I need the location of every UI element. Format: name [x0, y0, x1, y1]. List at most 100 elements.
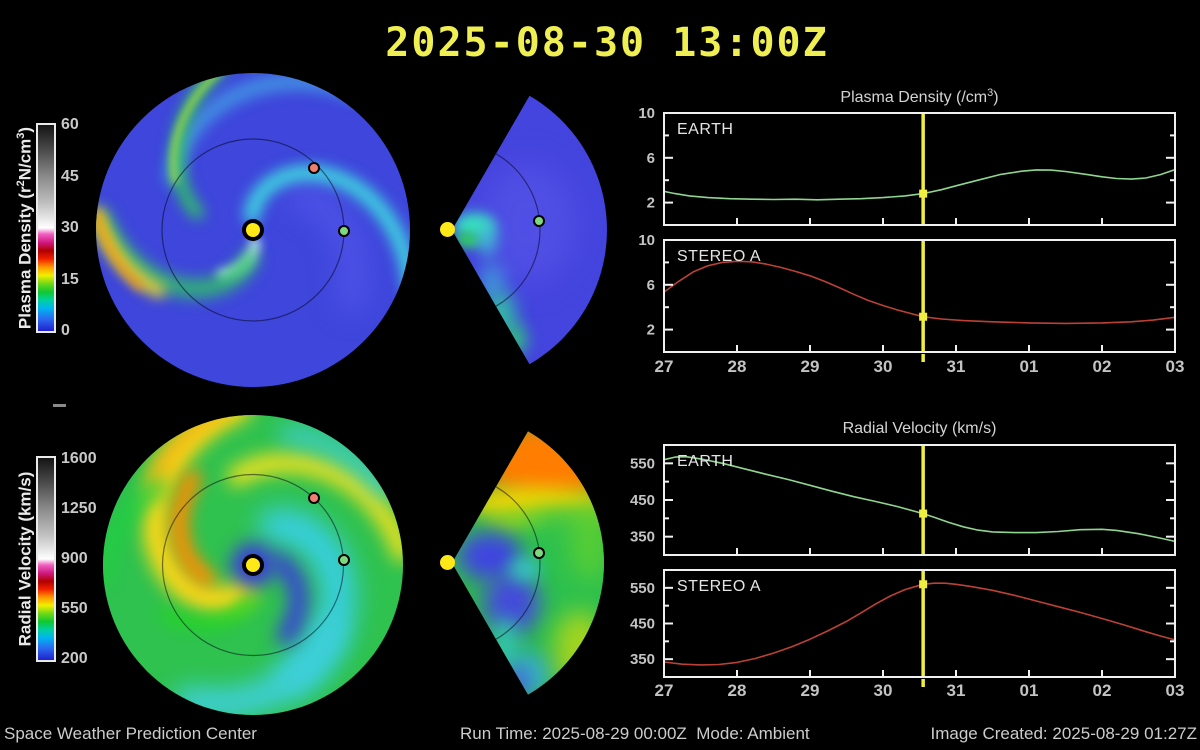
earth-marker	[338, 554, 350, 566]
stray-dash	[53, 404, 66, 407]
density-colorbar-label-text: )	[15, 126, 35, 133]
x-tick-label: 27	[655, 357, 674, 376]
x-tick-label: 02	[1093, 681, 1112, 700]
x-ticks	[663, 218, 1176, 225]
station-label: EARTH	[677, 121, 733, 138]
velocity-meridional-map	[440, 421, 615, 705]
x-tick-label: 29	[801, 681, 820, 700]
y-ticks: 2 6 10	[638, 232, 1175, 353]
x-tick-label: 01	[1020, 357, 1039, 376]
y-tick-label: 450	[630, 492, 655, 509]
velocity-polar-map	[103, 415, 403, 715]
station-label: STEREO A	[677, 578, 761, 595]
density-colorbar-tick-label: 60	[61, 116, 79, 133]
chart-title: Plasma Density (/cm3)	[840, 87, 998, 106]
sun-icon	[440, 222, 455, 237]
sun-icon	[440, 555, 455, 570]
velocity-colorbar-tick-label: 1600	[61, 450, 97, 467]
x-ticks	[663, 670, 1176, 677]
density-polar-map-svg	[96, 73, 410, 322]
earth-marker	[534, 216, 544, 226]
density-polar-map	[96, 73, 410, 387]
panel-earth: 2 6 10 EARTH	[638, 105, 1176, 226]
velocity-colorbar-label: Radial Velocity (km/s)	[10, 453, 35, 665]
velocity-colorbar-label-text: Radial Velocity (km/s)	[15, 471, 35, 647]
y-ticks: 350 450 550	[630, 444, 1175, 556]
solar-wind-stream	[96, 210, 144, 291]
solar-wind-stream	[142, 415, 257, 613]
cursor-marker	[919, 312, 928, 321]
y-tick-label: 350	[630, 651, 655, 668]
stereo-a-marker	[308, 162, 320, 174]
y-tick-label: 2	[647, 195, 655, 212]
velocity-meridional-map-svg	[440, 421, 615, 705]
y-tick-label: 10	[638, 232, 655, 249]
plasma-blob	[554, 611, 606, 691]
x-tick-label: 30	[874, 357, 893, 376]
y-tick-label: 2	[647, 322, 655, 339]
x-tick-label: 31	[947, 681, 966, 700]
density-colorbar-tick-label: 45	[61, 167, 79, 185]
solar-wind-stream	[96, 209, 259, 297]
plot-frame	[663, 112, 1176, 226]
footer-image-created: Image Created: 2025-08-29 01:27Z	[930, 724, 1197, 743]
density-colorbar-label-sup: 3	[15, 132, 27, 139]
x-tick-label: 27	[655, 681, 674, 700]
earth-marker	[338, 225, 350, 237]
density-colorbar-label-text: Plasma Density (r	[15, 186, 35, 330]
orbit-arc	[496, 154, 540, 306]
plasma-blob	[477, 220, 497, 256]
x-tick-label: 30	[874, 681, 893, 700]
y-ticks: 350 450 550	[630, 569, 1175, 678]
density-timeseries: Plasma Density (/cm3) 2 6 10 EARTH 2 6 10 STEREO…	[638, 87, 1184, 376]
orbit-arc	[496, 487, 540, 639]
solar-wind-stream	[170, 73, 222, 184]
y-tick-label: 450	[630, 616, 655, 633]
solar-wind-stream	[159, 593, 257, 630]
plasma-blob	[509, 557, 541, 581]
velocity-colorbar-tick-label: 900	[61, 550, 88, 567]
panel-earth: 350 450 550 EARTH	[630, 444, 1176, 556]
sun-icon	[246, 558, 260, 572]
y-tick-label: 6	[647, 150, 655, 167]
velocity-colorbar-tick-label: 200	[61, 650, 88, 667]
velocity-colorbar-tick-label: 550	[61, 600, 88, 617]
velocity-polar-map-svg	[103, 415, 403, 715]
sun-icon	[246, 223, 260, 237]
velocity-colorbar-tick-label: 1250	[61, 500, 97, 517]
panel-stereo-a: 350 450 550 STEREO A 27 28 29 30 31 01 02 03	[630, 569, 1185, 700]
earth-marker	[534, 548, 544, 558]
y-tick-label: 550	[630, 580, 655, 597]
y-tick-label: 6	[647, 277, 655, 294]
density-colorbar-tick-label: 30	[61, 219, 79, 236]
y-tick-label: 550	[630, 455, 655, 472]
solar-wind-stream	[174, 614, 345, 715]
cursor-marker	[919, 580, 928, 589]
plasma-blob	[508, 651, 552, 695]
chart-title: Radial Velocity (km/s)	[843, 420, 997, 437]
x-ticks	[663, 345, 1176, 352]
velocity-colorbar	[36, 456, 56, 662]
series-line	[663, 260, 1176, 325]
plasma-blob	[501, 324, 527, 356]
density-colorbar-label: Plasma Density (r2N/cm3)	[10, 122, 35, 334]
x-ticks	[663, 548, 1176, 555]
plasma-blob	[570, 501, 610, 581]
y-ticks: 2 6 10	[638, 105, 1175, 226]
plasma-blob	[458, 532, 522, 580]
plasma-blob	[484, 571, 540, 635]
x-tick-label: 03	[1166, 681, 1185, 700]
solar-wind-stream	[269, 553, 308, 645]
x-tick-label: 28	[728, 357, 747, 376]
cursor-marker	[919, 189, 928, 198]
plasma-blob	[508, 665, 528, 701]
plot-frame	[663, 444, 1176, 556]
page-title: 2025-08-30 13:00Z	[385, 20, 829, 66]
footer-org: Space Weather Prediction Center	[4, 724, 257, 743]
density-colorbar-tick-label: 15	[61, 270, 79, 288]
solar-wind-stream	[227, 452, 403, 562]
solar-wind-stream	[103, 478, 168, 587]
density-meridional-map-svg	[440, 88, 615, 372]
solar-wind-stream	[278, 425, 394, 498]
